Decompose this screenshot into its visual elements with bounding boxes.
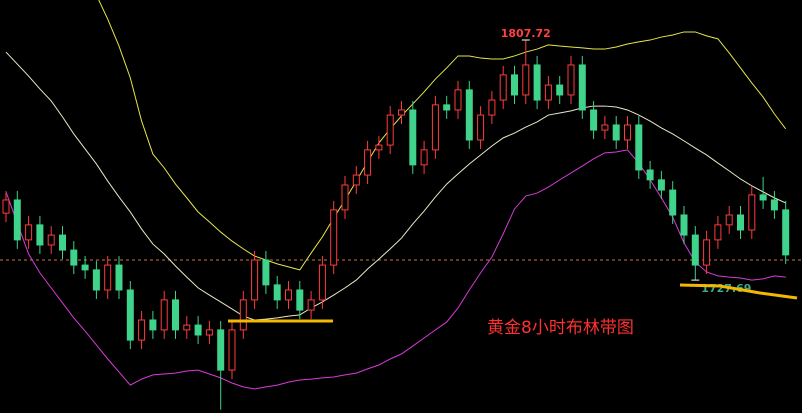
candle-body xyxy=(386,114,394,146)
candle-body xyxy=(590,109,598,131)
candle-body xyxy=(409,109,417,166)
candle-body xyxy=(262,259,270,286)
candle-body xyxy=(669,189,677,216)
candle-body xyxy=(104,264,112,291)
high-label: 1807.72 xyxy=(501,27,551,40)
candle-body xyxy=(172,299,179,331)
candle-body xyxy=(398,109,405,116)
candle-body xyxy=(36,224,44,246)
candle-body xyxy=(13,199,21,241)
candle-body xyxy=(646,169,654,181)
candle-body xyxy=(81,264,89,271)
candle-body xyxy=(285,289,292,301)
candle-body xyxy=(375,144,383,151)
candle-body xyxy=(748,194,756,231)
band-line xyxy=(5,51,786,321)
candle-body xyxy=(703,239,711,266)
candle-body xyxy=(228,329,236,371)
candle-body xyxy=(149,319,157,331)
candle-body xyxy=(330,209,338,266)
band-line xyxy=(98,0,787,271)
support-mark xyxy=(679,283,798,300)
candle-body xyxy=(364,149,372,176)
candle-body xyxy=(47,234,55,246)
candle-body xyxy=(680,214,688,236)
candle-body xyxy=(499,74,507,101)
candle-body xyxy=(92,269,100,291)
candle-body xyxy=(488,99,496,116)
candle-body xyxy=(70,249,78,266)
candle-body xyxy=(759,194,767,201)
candle-body xyxy=(183,324,191,331)
candle-body xyxy=(612,124,620,141)
candle-body xyxy=(273,284,281,301)
candle-body xyxy=(601,124,609,131)
candle-body xyxy=(725,214,733,226)
candle-body xyxy=(556,84,564,96)
candle-body xyxy=(533,64,541,101)
candle-body xyxy=(567,64,575,96)
candle-body xyxy=(624,124,631,141)
candle-body xyxy=(635,124,643,171)
chart-title: 黄金8小时布林带图 xyxy=(487,318,634,338)
candle-body xyxy=(544,84,552,101)
candle-body xyxy=(420,149,428,166)
candle-body xyxy=(454,89,462,111)
candle-body xyxy=(2,199,10,214)
candle-body xyxy=(239,299,247,331)
candle-body xyxy=(578,64,586,111)
candle-body xyxy=(59,234,66,251)
candle-body xyxy=(522,64,530,96)
candle-body xyxy=(205,329,213,336)
band-line xyxy=(5,149,786,390)
candle-body xyxy=(352,174,360,186)
candle-body xyxy=(465,89,473,141)
candle-body xyxy=(657,179,665,191)
candle-body xyxy=(160,299,168,331)
candle-body xyxy=(307,299,315,311)
candle-body xyxy=(25,224,33,241)
candle-body xyxy=(341,184,349,211)
candle-body xyxy=(443,104,451,111)
candle-body xyxy=(138,319,146,341)
candle-body xyxy=(115,264,123,291)
candle-body xyxy=(782,209,790,256)
candle-body xyxy=(770,199,778,211)
candle-body xyxy=(296,289,304,311)
candle-body xyxy=(431,104,439,151)
candle-body xyxy=(251,259,259,301)
candle-body xyxy=(194,324,202,336)
candle-body xyxy=(318,264,326,301)
candle-body xyxy=(691,234,699,266)
candle-body xyxy=(737,214,744,231)
candle-body xyxy=(217,329,225,371)
candle-body xyxy=(126,289,134,341)
candle-body xyxy=(714,224,722,241)
candle-body xyxy=(477,114,485,141)
candle-body xyxy=(511,74,518,96)
